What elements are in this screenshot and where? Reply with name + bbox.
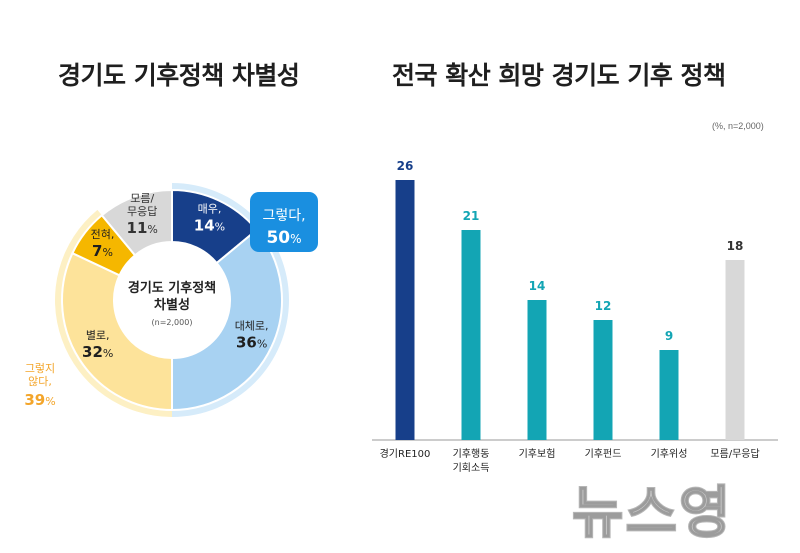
bar-value-4: 9 bbox=[665, 329, 673, 343]
bar-category-0: 경기RE100 bbox=[380, 447, 431, 460]
disagree-outer-value: 39% bbox=[24, 391, 55, 409]
bar-value-0: 26 bbox=[397, 159, 414, 173]
bar-category-1: 기후행동 기회소득 bbox=[453, 448, 490, 474]
donut-center-note: (n=2,000) bbox=[152, 318, 193, 327]
slice-value-0: 14% bbox=[194, 216, 225, 234]
watermark: 뉴스영 bbox=[571, 480, 733, 547]
bar-1 bbox=[461, 230, 481, 440]
left-chart-title: 경기도 기후정책 차별성 bbox=[58, 61, 300, 90]
right-chart-title: 전국 확산 희망 경기도 기후 정책 bbox=[392, 61, 726, 90]
agree-callout-box bbox=[250, 192, 318, 252]
slice-value-1: 36% bbox=[236, 333, 267, 351]
slice-value-3: 7% bbox=[92, 242, 113, 260]
bar-5 bbox=[725, 260, 745, 440]
disagree-outer-label: 그렇지 않다, bbox=[25, 362, 55, 388]
donut-center-subtitle: 차별성 bbox=[154, 297, 190, 313]
slice-value-4: 11% bbox=[127, 219, 158, 237]
bar-3 bbox=[593, 320, 613, 440]
bar-value-3: 12 bbox=[595, 299, 612, 313]
bar-value-2: 14 bbox=[529, 279, 546, 293]
bar-category-2: 기후보험 bbox=[519, 448, 556, 460]
slice-label-3: 전혀, bbox=[91, 228, 115, 241]
slice-not-really bbox=[61, 251, 173, 412]
donut-center-title: 경기도 기후정책 bbox=[128, 280, 216, 296]
agree-callout-label: 그렇다, bbox=[262, 208, 305, 224]
slice-label-0: 매우, bbox=[198, 202, 222, 215]
slice-value-2: 32% bbox=[82, 343, 113, 361]
unit-note: (%, n=2,000) bbox=[712, 121, 764, 131]
bar-category-4: 기후위성 bbox=[651, 447, 688, 460]
slice-dont-know bbox=[100, 188, 173, 257]
agree-callout-value: 50% bbox=[266, 228, 301, 248]
slice-label-4: 모름/무응답 bbox=[127, 192, 157, 218]
slice-label-1: 대체로, bbox=[235, 319, 269, 332]
bar-category-5: 모름/무응답 bbox=[710, 448, 759, 460]
bar-category-3: 기후펀드 bbox=[585, 448, 622, 460]
bar-0 bbox=[395, 180, 415, 440]
bar-value-1: 21 bbox=[463, 209, 480, 223]
bar-2 bbox=[527, 300, 547, 440]
slice-somewhat bbox=[171, 228, 283, 412]
bar-value-5: 18 bbox=[727, 239, 744, 253]
bar-4 bbox=[659, 350, 679, 440]
slice-label-2: 별로, bbox=[86, 329, 110, 342]
